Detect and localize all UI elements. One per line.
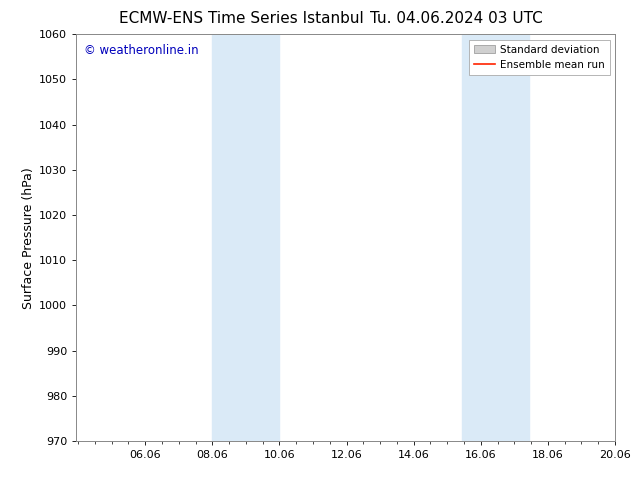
Text: Tu. 04.06.2024 03 UTC: Tu. 04.06.2024 03 UTC xyxy=(370,11,543,26)
Bar xyxy=(462,34,529,441)
Text: ECMW-ENS Time Series Istanbul: ECMW-ENS Time Series Istanbul xyxy=(119,11,363,26)
Legend: Standard deviation, Ensemble mean run: Standard deviation, Ensemble mean run xyxy=(469,40,610,75)
Bar xyxy=(212,34,280,441)
Y-axis label: Surface Pressure (hPa): Surface Pressure (hPa) xyxy=(22,167,35,309)
Text: © weatheronline.in: © weatheronline.in xyxy=(84,45,199,57)
